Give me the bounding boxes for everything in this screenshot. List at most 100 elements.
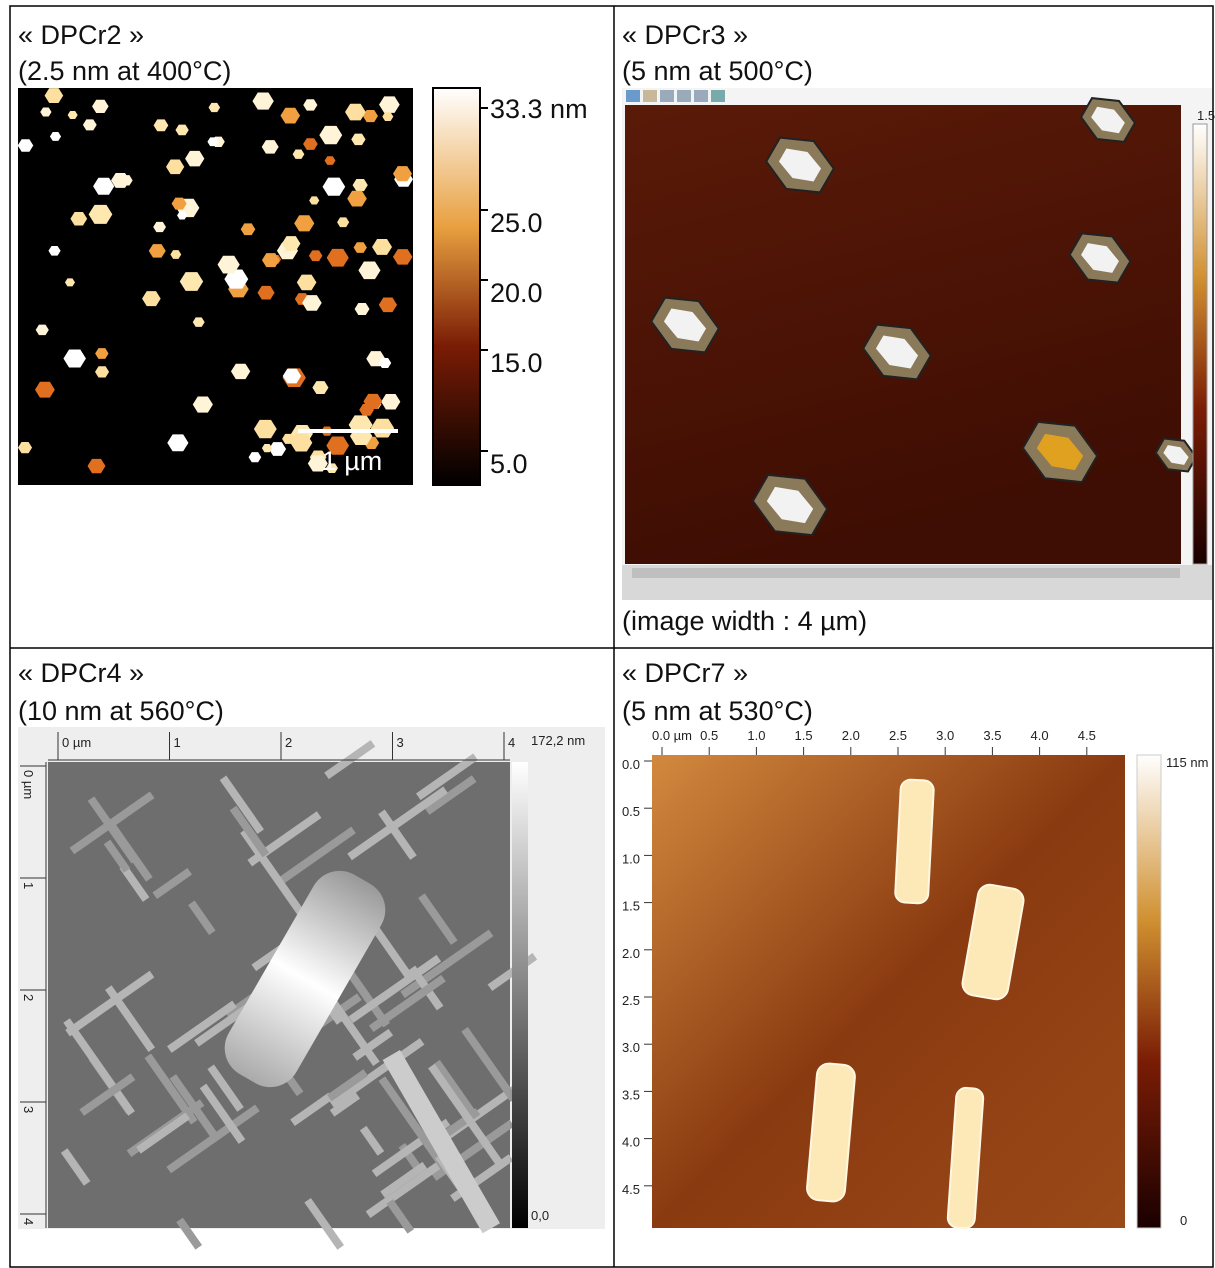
rod	[290, 1092, 334, 1126]
island	[175, 124, 189, 136]
island	[111, 172, 130, 188]
island	[337, 217, 350, 228]
x-tick-label: 0.5	[700, 728, 718, 743]
island	[208, 102, 221, 113]
rod	[347, 786, 448, 861]
rod	[418, 893, 458, 945]
crystals	[806, 778, 1025, 1230]
rod	[386, 1199, 415, 1234]
rod	[365, 1150, 458, 1218]
rod	[352, 1028, 394, 1061]
rod	[108, 822, 153, 882]
colorbar-label: 20.0	[490, 278, 543, 308]
rod	[144, 1053, 198, 1125]
colorbar-label: 25.0	[490, 208, 543, 238]
island	[217, 255, 240, 274]
island	[326, 248, 349, 267]
crystal-top	[1163, 445, 1189, 465]
rod	[424, 775, 477, 815]
colorbar	[1192, 123, 1208, 565]
island	[303, 138, 318, 150]
island	[282, 368, 302, 384]
island	[87, 458, 106, 474]
x-tick-label: 0.0 µm	[652, 728, 692, 743]
island	[230, 363, 251, 380]
island	[142, 291, 161, 307]
crystals	[650, 97, 1198, 537]
island	[294, 215, 315, 232]
crystal-top	[663, 308, 707, 342]
island	[290, 433, 313, 452]
rod	[152, 868, 193, 900]
y-tick-label: 1.0	[622, 851, 640, 866]
island	[261, 140, 279, 154]
rod	[348, 954, 442, 1024]
island	[153, 119, 169, 132]
x-tick-label: 4.5	[1078, 728, 1096, 743]
island	[248, 452, 262, 463]
island	[378, 297, 398, 313]
scale-label: 1 µm	[322, 446, 383, 476]
colorbar-label: 0,0	[531, 1208, 549, 1223]
rod	[378, 809, 417, 860]
colorbar-max: 1.5 µm	[1197, 108, 1215, 123]
y-tick-label: 3	[21, 1106, 36, 1113]
crystal-top	[766, 486, 814, 524]
rod	[167, 1000, 237, 1053]
rod	[378, 1076, 447, 1170]
y-tick-label: 0.5	[622, 804, 640, 819]
island	[207, 137, 219, 147]
island	[325, 463, 338, 474]
island	[379, 96, 400, 113]
island	[17, 139, 34, 152]
x-tick-label: 1.5	[795, 728, 813, 743]
x-tick-label: 1.0	[747, 728, 765, 743]
colorbar	[432, 87, 481, 486]
island	[358, 261, 381, 280]
island	[392, 166, 412, 182]
toolbar	[626, 90, 725, 102]
colorbar	[1136, 754, 1162, 1229]
island	[292, 149, 305, 159]
island	[240, 223, 256, 236]
island	[345, 103, 366, 121]
crystal-top	[1081, 243, 1119, 273]
island	[63, 349, 86, 368]
island	[70, 212, 88, 226]
rod	[304, 1197, 344, 1250]
scroll-thumb	[632, 568, 1180, 578]
island	[44, 88, 64, 104]
rod	[274, 826, 356, 887]
x-tick-label: 3.0	[936, 728, 954, 743]
island	[347, 190, 367, 207]
rod	[176, 1217, 203, 1250]
cell-title: « DPCr3 »	[622, 20, 748, 50]
island	[48, 245, 61, 256]
island	[88, 204, 113, 224]
rod	[169, 1074, 218, 1138]
island	[302, 295, 322, 311]
island	[92, 99, 109, 114]
cell-title: « DPCr4 »	[18, 658, 144, 688]
y-tick-label: 1.5	[622, 899, 640, 914]
island	[309, 196, 320, 205]
island	[281, 236, 301, 252]
colorbar-label: 172,2 nm	[531, 733, 585, 748]
island	[354, 303, 370, 315]
crystal-top	[875, 335, 919, 369]
rod	[166, 1104, 260, 1174]
island	[372, 238, 392, 255]
y-tick-label: 4	[21, 1218, 36, 1225]
island	[177, 211, 188, 220]
x-tick-label: 4	[508, 735, 515, 750]
colorbar-label: 33.3 nm	[490, 94, 588, 124]
caption: (image width : 4 µm)	[622, 606, 867, 636]
afm-image	[652, 755, 1125, 1228]
rod	[461, 1026, 518, 1102]
island	[352, 178, 368, 192]
island	[170, 250, 182, 259]
rod	[199, 1083, 246, 1144]
rod	[368, 974, 446, 1033]
rod	[207, 1064, 244, 1112]
rod	[327, 1069, 369, 1102]
